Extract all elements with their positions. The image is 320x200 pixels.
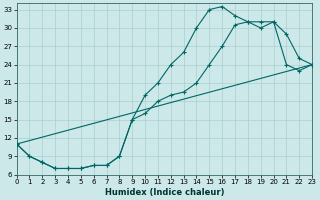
X-axis label: Humidex (Indice chaleur): Humidex (Indice chaleur) xyxy=(105,188,224,197)
